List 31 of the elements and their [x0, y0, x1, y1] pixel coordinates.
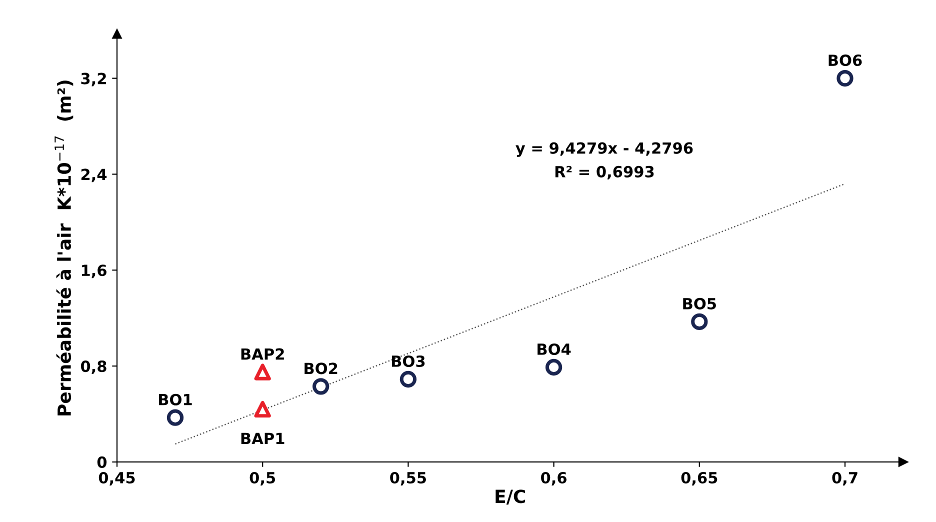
annotation: R² = 0,6993 [555, 166, 654, 180]
x-tick-label: 0,55 [390, 472, 426, 486]
point [400, 370, 417, 388]
point [254, 400, 271, 418]
annotation: BO1 [159, 394, 192, 406]
x-tick-label: 0,6 [541, 472, 567, 486]
x-tick-label: 0,45 [98, 472, 135, 486]
x-tick-label: 0,7 [832, 472, 858, 486]
point [312, 378, 330, 395]
point [836, 70, 854, 87]
point [691, 313, 708, 330]
text: Perméabilité à l'air K*10$^{−17}$ (m²) [54, 80, 74, 416]
annotation: BO4 [538, 343, 571, 356]
y-tick-label: 1,6 [82, 264, 106, 278]
x-tick-label: 0,65 [681, 472, 718, 486]
y-tick-label: 0,8 [80, 360, 106, 374]
y-tick-label: 2,4 [81, 168, 107, 182]
point [166, 409, 184, 426]
point [545, 358, 562, 376]
annotation: BO5 [683, 298, 716, 310]
annotation: BAP2 [241, 348, 284, 360]
annotation: BO3 [392, 355, 425, 368]
annotation: y = 9,4279x - 4,2796 [516, 142, 693, 157]
y-tick-label: 0 [97, 456, 107, 468]
x-tick-label: 0,5 [250, 472, 276, 486]
y-tick-label: 3,2 [81, 72, 106, 86]
x-axis-title: E/C [496, 490, 526, 505]
point [254, 364, 271, 380]
annotation: BO6 [828, 54, 862, 66]
annotation: BAP1 [241, 432, 284, 444]
annotation: BO2 [304, 362, 338, 374]
